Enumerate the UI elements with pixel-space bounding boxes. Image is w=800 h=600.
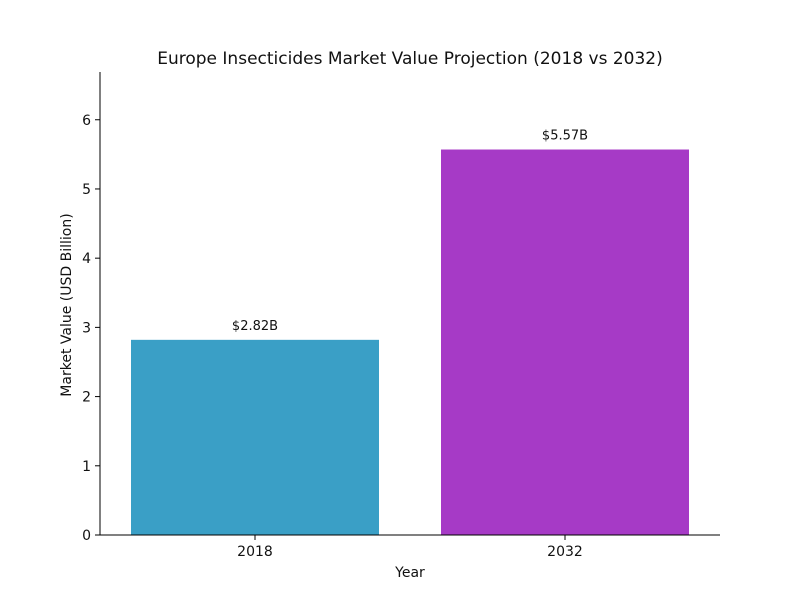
y-tick-label: 6 bbox=[82, 113, 91, 129]
y-tick-label: 5 bbox=[82, 182, 91, 198]
y-axis-label: Market Value (USD Billion) bbox=[59, 213, 75, 396]
y-tick-label: 1 bbox=[82, 459, 91, 475]
data-label-2018: $2.82B bbox=[232, 319, 278, 334]
x-tick-label-2032: 2032 bbox=[547, 544, 583, 560]
y-tick-label: 4 bbox=[82, 251, 91, 267]
bar-2032[interactable] bbox=[441, 149, 689, 536]
y-tick-label: 2 bbox=[82, 390, 91, 406]
plot-area: 0 1 2 3 4 5 6 $2.82B 2018 $5.57B 2032 bbox=[82, 113, 689, 560]
chart-title: Europe Insecticides Market Value Project… bbox=[157, 49, 663, 69]
y-tick-label: 3 bbox=[82, 320, 91, 336]
bar-2018[interactable] bbox=[131, 339, 379, 535]
y-tick-label: 0 bbox=[82, 528, 91, 544]
data-label-2032: $5.57B bbox=[542, 129, 588, 144]
x-tick-label-2018: 2018 bbox=[237, 544, 273, 560]
x-axis-label: Year bbox=[394, 565, 425, 581]
